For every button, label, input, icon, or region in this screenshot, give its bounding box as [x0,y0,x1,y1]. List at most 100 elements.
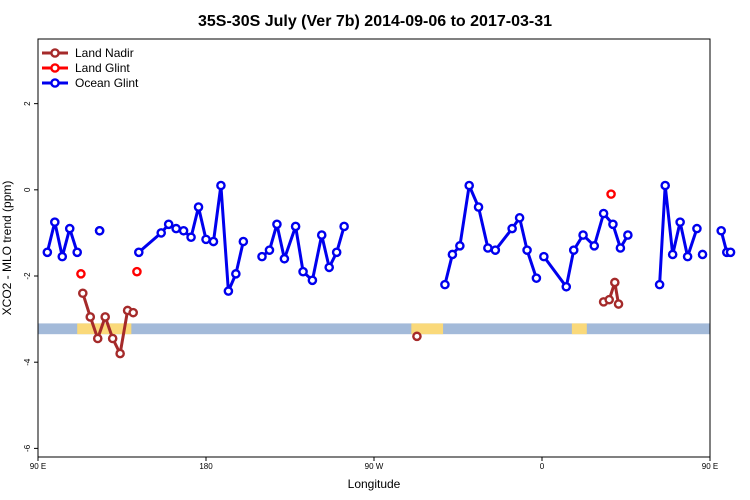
data-point [660,180,671,191]
data-point [507,223,517,234]
data-point [539,251,549,262]
data-point [201,234,211,245]
data-point [178,225,189,236]
series-layer [42,180,736,359]
data-point [307,275,318,286]
data-point [608,219,618,230]
x-axis: 90 E 180 90 W 0 90 E [30,457,718,471]
data-point [447,249,458,260]
data-point [514,213,525,223]
x-tick-label: 90 W [365,462,384,471]
data-point [716,225,727,236]
series-ocean-glint [42,180,736,296]
data-point [561,281,572,292]
y-tick-label: -2 [23,272,32,280]
data-point [208,236,219,247]
data-point [682,251,693,262]
data-point [85,312,96,322]
data-point [216,180,226,191]
data-point [42,247,53,258]
data-point [654,279,665,290]
data-point [606,189,616,199]
legend-label: Land Nadir [75,46,134,60]
data-point [264,245,275,255]
y-tick-label: 0 [23,187,32,192]
land-segment [77,323,132,335]
data-point [72,247,82,258]
legend-label: Land Glint [75,61,130,75]
data-point [473,202,484,212]
data-point [257,251,267,262]
data-point [667,249,678,260]
data-point [128,307,138,318]
data-point [290,221,301,232]
x-tick-label: 0 [540,462,545,471]
data-point [231,269,241,279]
data-point [623,230,633,240]
data-point [613,299,624,309]
data-point [568,245,579,255]
data-point [171,223,181,234]
land-segment [571,323,587,335]
y-axis-label: XCO2 - MLO trend (ppm) [0,181,14,316]
series-land-nadir [78,277,624,359]
data-point [604,294,615,305]
data-point [193,202,204,212]
data-point [64,223,75,234]
data-point [675,217,685,227]
data-point [92,333,103,344]
data-point [598,208,609,219]
data-point [107,333,118,344]
series-line [443,184,490,285]
data-point [238,236,249,247]
series-land-glint [76,189,616,279]
data-point [133,247,144,258]
legend-marker [50,48,60,58]
x-tick-label: 90 E [702,462,718,471]
data-point [412,331,422,342]
data-point [316,230,327,240]
data-point [298,266,308,277]
data-point [522,245,532,255]
data-point [490,245,501,255]
data-point [115,348,125,359]
y-tick-label: -4 [23,358,32,366]
data-point [440,279,450,290]
data-point [132,266,142,277]
data-point [100,312,110,322]
data-point [156,228,166,238]
data-point [531,273,542,283]
data-point [163,219,174,230]
data-point [223,286,234,296]
data-point [331,247,342,258]
data-point [272,219,282,230]
y-tick-label: -6 [23,444,32,452]
data-point [692,223,702,234]
legend-marker [50,78,60,88]
x-axis-label: Longitude [348,477,401,491]
x-tick-label: 180 [199,462,213,471]
data-point [57,251,68,262]
data-point [615,243,626,253]
data-point [324,262,335,273]
series-line [658,184,699,285]
data-point [78,288,88,299]
legend-marker [50,63,60,73]
land-segment [411,323,444,335]
data-point [455,241,465,251]
data-point [464,180,475,191]
land-ocean-band [38,323,710,335]
y-tick-label: 2 [23,101,32,106]
x-tick-label: 90 E [30,462,46,471]
data-point [279,253,290,264]
y-axis: 2 0 -2 -4 -6 [23,101,38,452]
legend-label: Ocean Glint [75,76,139,90]
data-point [578,230,588,240]
data-point [50,217,60,227]
series-line [81,292,134,356]
data-point [725,247,736,258]
data-point [589,241,600,251]
data-point [697,249,708,260]
